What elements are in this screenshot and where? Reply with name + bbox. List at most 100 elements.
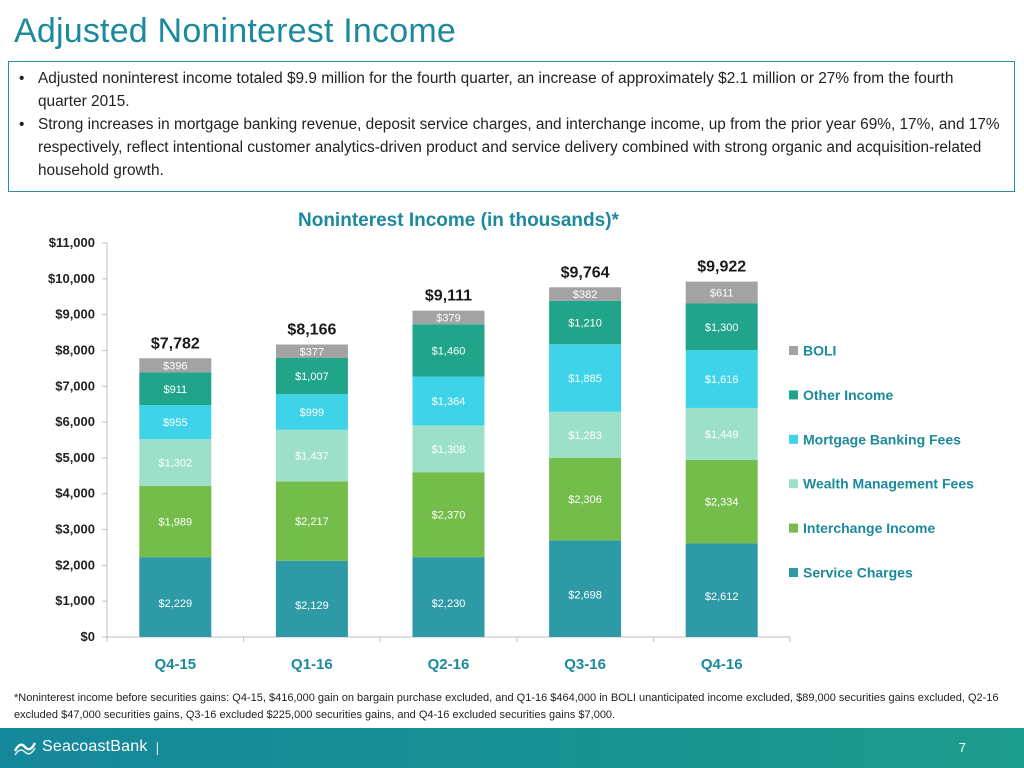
x-tick-label: Q3-16 xyxy=(564,656,606,673)
bar-segment xyxy=(685,543,758,637)
bar-segment xyxy=(685,459,758,544)
segment-value-label: $382 xyxy=(573,289,597,301)
bar-segment xyxy=(275,481,348,561)
x-tick-label: Q2-16 xyxy=(428,656,470,673)
legend-label: Mortgage Banking Fees xyxy=(803,431,961,447)
bar-segment xyxy=(139,372,212,406)
footer-bar: SeacoastBank | 7 xyxy=(0,728,1024,768)
bar-segment xyxy=(275,394,348,430)
segment-value-label: $1,885 xyxy=(568,373,602,385)
y-tick-label: $7,000 xyxy=(55,378,95,393)
y-tick-label: $9,000 xyxy=(55,307,95,322)
y-tick-label: $10,000 xyxy=(48,271,95,286)
page-number: 7 xyxy=(958,740,966,755)
segment-value-label: $379 xyxy=(436,312,460,324)
y-tick-label: $3,000 xyxy=(55,522,95,537)
bar-segment xyxy=(685,350,758,408)
bar-segment xyxy=(275,344,348,359)
legend-label: Interchange Income xyxy=(803,520,935,536)
bar-total-label: $7,782 xyxy=(151,335,200,352)
legend-swatch xyxy=(789,346,798,355)
legend-swatch xyxy=(789,390,798,400)
bar-total-label: $9,922 xyxy=(697,259,746,276)
segment-value-label: $1,007 xyxy=(295,371,329,383)
bar-segment xyxy=(412,376,485,426)
segment-value-label: $611 xyxy=(710,288,734,300)
segment-value-label: $955 xyxy=(163,417,187,429)
segment-value-label: $1,210 xyxy=(568,318,602,330)
y-tick-label: $0 xyxy=(81,629,95,644)
y-tick-label: $6,000 xyxy=(55,414,95,429)
segment-value-label: $2,698 xyxy=(568,590,602,602)
bar-segment xyxy=(549,300,622,345)
y-tick-label: $1,000 xyxy=(55,593,95,608)
segment-value-label: $1,460 xyxy=(432,345,466,357)
y-tick-label: $4,000 xyxy=(55,486,95,501)
bullet-text: Strong increases in mortgage banking rev… xyxy=(38,116,1000,179)
segment-value-label: $1,300 xyxy=(705,322,739,334)
bar-segment xyxy=(275,429,348,482)
bullet-dot: • xyxy=(19,70,25,87)
bar-segment xyxy=(549,540,622,637)
y-tick-label: $8,000 xyxy=(55,342,95,357)
wave-logo-icon xyxy=(14,742,36,756)
segment-value-label: $2,306 xyxy=(568,494,602,506)
bar-segment xyxy=(139,405,212,440)
x-tick-label: Q4-15 xyxy=(154,656,196,673)
segment-value-label: $2,217 xyxy=(295,516,329,528)
x-tick-label: Q1-16 xyxy=(291,656,333,673)
bar-segment xyxy=(139,439,212,486)
stacked-bar-chart: $0 $1,000 $2,000 $3,000 $4,000 $5,000 $6,000 $7… xyxy=(48,235,974,673)
segment-value-label: $2,612 xyxy=(705,591,739,603)
bar-segment xyxy=(685,281,758,304)
bar-segment xyxy=(412,557,485,637)
logo-text: SeacoastBank xyxy=(42,738,148,755)
bar-total-label: $9,764 xyxy=(561,264,610,281)
bar-segment xyxy=(412,324,485,377)
segment-value-label: $2,334 xyxy=(705,497,739,509)
company-logo: SeacoastBank | xyxy=(14,737,159,757)
bar-total-label: $9,111 xyxy=(425,288,472,305)
x-tick-label: Q4-16 xyxy=(701,656,743,673)
segment-value-label: $1,449 xyxy=(705,429,739,441)
segment-value-label: $2,129 xyxy=(295,600,329,612)
segment-value-label: $1,616 xyxy=(705,374,739,386)
y-tick-label: $5,000 xyxy=(55,450,95,465)
bar-segment xyxy=(412,472,485,558)
chart-title: Noninterest Income (in thousands)* xyxy=(298,210,619,231)
segment-value-label: $999 xyxy=(300,407,324,419)
bullet-text: Adjusted noninterest income totaled $9.9… xyxy=(38,70,954,110)
bar-segment xyxy=(412,310,485,325)
legend-label: BOLI xyxy=(803,343,836,359)
segment-value-label: $1,437 xyxy=(295,451,329,463)
bar-segment xyxy=(549,344,622,412)
bar-segment xyxy=(549,457,622,541)
summary-box: • Adjusted noninterest income totaled $9… xyxy=(8,61,1015,192)
segment-value-label: $911 xyxy=(163,384,187,396)
segment-value-label: $1,364 xyxy=(432,396,466,408)
segment-value-label: $2,229 xyxy=(158,598,192,610)
bar-total-label: $8,166 xyxy=(287,322,336,339)
bar-segment xyxy=(139,557,212,637)
bar-segment xyxy=(549,411,622,458)
segment-value-label: $1,308 xyxy=(432,444,466,456)
legend-swatch xyxy=(789,479,798,489)
legend-label: Other Income xyxy=(803,387,893,403)
bar-segment xyxy=(412,425,485,473)
segment-value-label: $1,302 xyxy=(158,458,192,470)
y-tick-label: $2,000 xyxy=(55,557,95,572)
segment-value-label: $396 xyxy=(163,360,187,372)
bar-segment xyxy=(275,560,348,637)
legend-swatch xyxy=(789,568,798,577)
bar-segment xyxy=(685,407,758,460)
page-title: Adjusted Noninterest Income xyxy=(14,12,456,50)
y-tick-label: $11,000 xyxy=(49,235,95,250)
bullet-item: • Strong increases in mortgage banking r… xyxy=(19,113,1002,182)
bullet-dot: • xyxy=(19,116,25,133)
segment-value-label: $377 xyxy=(300,346,324,358)
footnote: *Noninterest income before securities ga… xyxy=(14,692,999,721)
bar-segment xyxy=(685,303,758,351)
legend-label: Wealth Management Fees xyxy=(803,476,974,492)
segment-value-label: $2,370 xyxy=(432,510,466,522)
segment-value-label: $2,230 xyxy=(432,598,466,610)
